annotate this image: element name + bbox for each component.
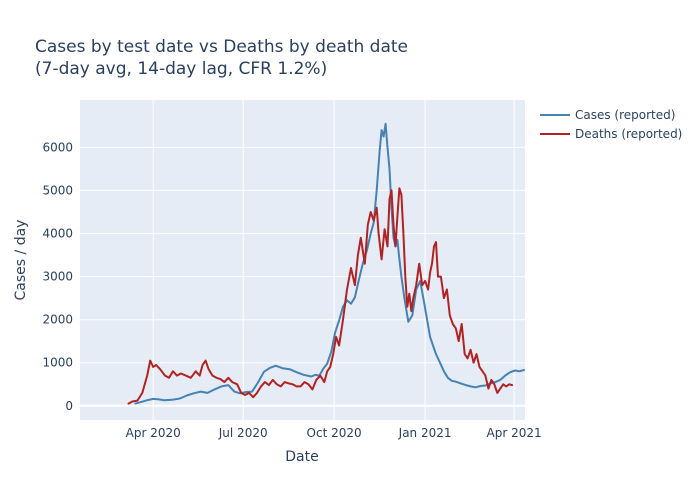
y-tick-label: 1000 [42,356,73,370]
y-tick-label: 3000 [42,270,73,284]
x-tick-label: Jan 2021 [398,426,452,440]
x-tick-label: Apr 2021 [487,426,542,440]
y-tick-label: 0 [65,399,73,413]
x-axis-title: Date [285,449,318,465]
y-tick-label: 5000 [42,183,73,197]
series-line-deaths [127,187,514,405]
x-tick-label: Oct 2020 [307,426,362,440]
series-layer [127,122,525,405]
series-line-cases [134,122,525,405]
y-tick-label: 4000 [42,227,73,241]
legend-label-deaths: Deaths (reported) [575,127,682,141]
y-axis-title: Cases / day [13,220,29,301]
x-tick-label: Jul 2020 [218,426,268,440]
y-tick-label: 6000 [42,140,73,154]
grid-layer [80,100,525,420]
plot-area [80,100,525,420]
x-tick-label: Apr 2020 [126,426,181,440]
legend: Cases (reported) Deaths (reported) [540,108,682,141]
legend-label-cases: Cases (reported) [575,108,675,122]
y-tick-label: 2000 [42,313,73,327]
chart-title-line-2: (7-day avg, 14-day lag, CFR 1.2%) [35,59,327,79]
tick-label-layer: 0 1000 2000 3000 4000 5000 6000 Apr 2020 Jul 202… [42,140,541,440]
chart-title-line-1: Cases by test date vs Deaths by death da… [35,37,408,57]
